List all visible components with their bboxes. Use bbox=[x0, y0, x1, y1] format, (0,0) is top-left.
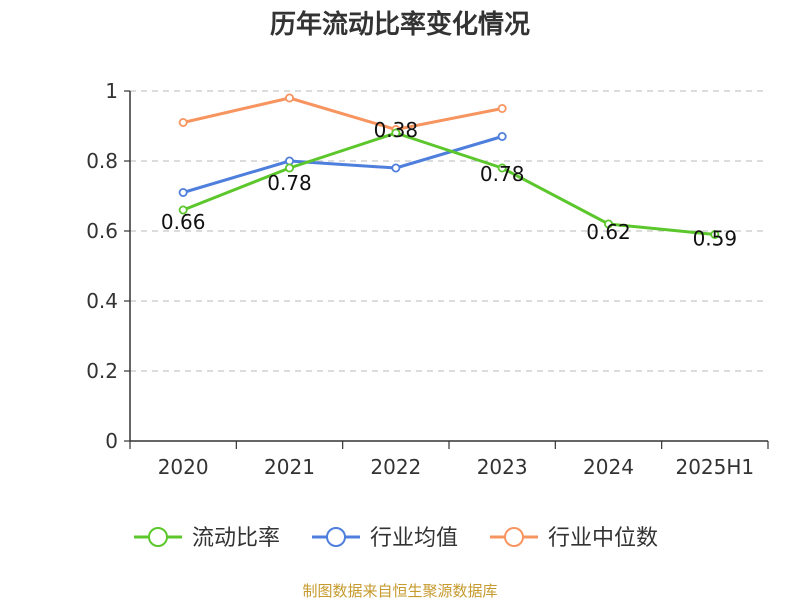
data-label: 0.59 bbox=[693, 227, 738, 251]
data-label: 0.66 bbox=[161, 210, 206, 234]
y-tick-label: 0 bbox=[105, 429, 118, 453]
legend-label: 流动比率 bbox=[192, 526, 280, 551]
y-tick-label: 0.4 bbox=[86, 289, 118, 313]
series-point bbox=[710, 229, 720, 239]
series-2 bbox=[178, 93, 507, 135]
x-tick-label: 2022 bbox=[370, 455, 421, 479]
legend-label: 行业均值 bbox=[370, 526, 458, 551]
x-axis-ticks: 2020 2021 2022 2023 2024 2025H1 bbox=[129, 441, 769, 479]
series-1 bbox=[178, 131, 507, 197]
series-point bbox=[391, 128, 401, 138]
data-label: 0.78 bbox=[480, 162, 525, 186]
y-tick-label: 0.2 bbox=[86, 359, 118, 383]
chart-title: 历年流动比率变化情况 bbox=[270, 9, 530, 40]
series-point bbox=[178, 187, 188, 197]
legend-swatch-marker bbox=[148, 527, 168, 547]
x-tick-label: 2023 bbox=[477, 455, 528, 479]
data-label: 0.78 bbox=[267, 171, 312, 195]
legend: 流动比率 行业均值 行业中位数 bbox=[134, 526, 658, 551]
legend-item-1: 行业均值 bbox=[312, 526, 458, 551]
x-tick-label: 2024 bbox=[583, 455, 634, 479]
source-note: 制图数据来自恒生聚源数据库 bbox=[302, 582, 497, 600]
data-labels: 0.66 0.78 0.38 0.78 0.62 0.59 bbox=[161, 118, 737, 251]
series-point bbox=[497, 163, 507, 173]
series-line-0 bbox=[182, 131, 715, 236]
series-point bbox=[178, 118, 188, 128]
legend-swatch-marker bbox=[504, 527, 524, 547]
x-tick-label: 2021 bbox=[264, 455, 315, 479]
legend-item-0: 流动比率 bbox=[134, 526, 280, 551]
series-0 bbox=[178, 128, 720, 239]
data-label: 0.62 bbox=[586, 220, 631, 244]
series-line-2 bbox=[182, 96, 503, 131]
y-axis-ticks: 0 0.2 0.4 0.6 0.8 1 bbox=[86, 79, 130, 453]
series-line-1 bbox=[182, 135, 503, 194]
y-tick-label: 0.8 bbox=[86, 149, 118, 173]
series-point bbox=[604, 219, 614, 229]
axes bbox=[129, 91, 768, 442]
x-tick-label: 2020 bbox=[158, 455, 209, 479]
series-group bbox=[178, 93, 720, 239]
series-point bbox=[284, 93, 294, 103]
y-tick-label: 0.6 bbox=[86, 219, 118, 243]
series-point bbox=[284, 163, 294, 173]
series-point bbox=[497, 104, 507, 114]
series-point bbox=[391, 163, 401, 173]
series-point bbox=[497, 131, 507, 141]
data-label: 0.38 bbox=[374, 118, 419, 142]
legend-label: 行业中位数 bbox=[548, 526, 658, 551]
legend-item-2: 行业中位数 bbox=[490, 526, 658, 551]
series-point bbox=[178, 205, 188, 215]
x-tick-label: 2025H1 bbox=[675, 455, 754, 479]
y-tick-label: 1 bbox=[105, 79, 118, 103]
legend-swatch-marker bbox=[326, 527, 346, 547]
grid-lines bbox=[130, 90, 768, 372]
